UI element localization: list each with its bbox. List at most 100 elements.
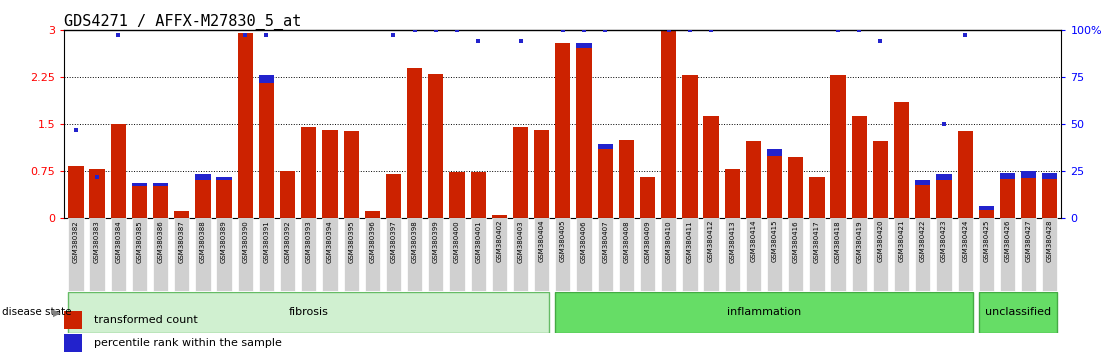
Text: GSM380417: GSM380417 [814, 220, 820, 263]
FancyBboxPatch shape [576, 218, 592, 291]
Bar [597, 144, 613, 218]
Text: GSM380425: GSM380425 [983, 220, 989, 262]
FancyBboxPatch shape [513, 218, 529, 291]
Bar [428, 74, 443, 218]
Text: GDS4271 / AFFX-M27830_5_at: GDS4271 / AFFX-M27830_5_at [64, 14, 301, 30]
Text: GSM380406: GSM380406 [581, 220, 587, 263]
Text: transformed count: transformed count [94, 315, 198, 325]
Bar [301, 127, 317, 218]
Text: GSM380412: GSM380412 [708, 220, 714, 262]
Text: GSM380416: GSM380416 [792, 220, 799, 263]
Bar [365, 211, 380, 218]
Text: GSM380424: GSM380424 [962, 220, 968, 262]
Text: ▶: ▶ [53, 307, 61, 318]
FancyBboxPatch shape [978, 292, 1057, 333]
Bar [999, 173, 1015, 179]
Bar [852, 116, 866, 218]
FancyBboxPatch shape [999, 218, 1015, 291]
Bar [216, 177, 232, 180]
Bar [322, 130, 338, 218]
Text: GSM380407: GSM380407 [603, 220, 608, 263]
Bar [174, 211, 189, 218]
Text: GSM380420: GSM380420 [878, 220, 883, 262]
Bar [999, 173, 1015, 218]
Text: GSM380389: GSM380389 [222, 220, 227, 263]
FancyBboxPatch shape [831, 218, 845, 291]
FancyBboxPatch shape [936, 218, 952, 291]
Bar [576, 42, 592, 47]
FancyBboxPatch shape [1022, 218, 1036, 291]
Bar [618, 139, 634, 218]
Text: GSM380391: GSM380391 [264, 220, 269, 263]
Bar [280, 171, 295, 218]
FancyBboxPatch shape [216, 218, 232, 291]
Bar [957, 131, 973, 218]
Text: GSM380410: GSM380410 [666, 220, 671, 263]
FancyBboxPatch shape [280, 218, 295, 291]
FancyBboxPatch shape [90, 218, 104, 291]
Bar [111, 124, 126, 218]
Bar [153, 183, 168, 218]
FancyBboxPatch shape [111, 218, 126, 291]
Text: GSM380383: GSM380383 [94, 220, 100, 263]
FancyBboxPatch shape [195, 218, 211, 291]
FancyBboxPatch shape [153, 218, 168, 291]
Bar [1022, 171, 1036, 178]
FancyBboxPatch shape [915, 218, 931, 291]
FancyBboxPatch shape [1043, 218, 1057, 291]
FancyBboxPatch shape [407, 218, 422, 291]
Text: GSM380385: GSM380385 [136, 220, 143, 263]
FancyBboxPatch shape [597, 218, 613, 291]
Bar [936, 174, 952, 218]
Text: fibrosis: fibrosis [289, 307, 329, 318]
Bar [767, 149, 782, 218]
Text: GSM380411: GSM380411 [687, 220, 692, 263]
Bar [683, 75, 698, 218]
Bar [661, 29, 676, 218]
Text: GSM380405: GSM380405 [560, 220, 566, 262]
Bar [978, 206, 994, 218]
Text: GSM380409: GSM380409 [645, 220, 650, 263]
Bar [69, 166, 83, 218]
Text: disease state: disease state [2, 307, 72, 318]
FancyBboxPatch shape [471, 218, 485, 291]
FancyBboxPatch shape [894, 218, 910, 291]
Bar [237, 33, 253, 218]
Text: GSM380398: GSM380398 [412, 220, 418, 263]
FancyBboxPatch shape [661, 218, 676, 291]
Bar [640, 177, 655, 218]
Bar [386, 174, 401, 218]
Text: GSM380426: GSM380426 [1005, 220, 1010, 262]
FancyBboxPatch shape [788, 218, 803, 291]
FancyBboxPatch shape [69, 292, 550, 333]
Bar [1022, 171, 1036, 218]
Bar [1043, 173, 1057, 179]
Bar [450, 172, 464, 218]
FancyBboxPatch shape [704, 218, 719, 291]
Text: inflammation: inflammation [727, 307, 801, 318]
FancyBboxPatch shape [174, 218, 189, 291]
FancyBboxPatch shape [301, 218, 317, 291]
Text: GSM380402: GSM380402 [496, 220, 502, 262]
FancyBboxPatch shape [259, 218, 274, 291]
Bar [894, 102, 910, 218]
FancyBboxPatch shape [852, 218, 866, 291]
Text: GSM380390: GSM380390 [243, 220, 248, 263]
FancyBboxPatch shape [809, 218, 824, 291]
Bar [64, 311, 82, 329]
FancyBboxPatch shape [746, 218, 761, 291]
FancyBboxPatch shape [450, 218, 464, 291]
Bar [788, 157, 803, 218]
Bar [343, 131, 359, 218]
Text: GSM380384: GSM380384 [115, 220, 121, 263]
Text: GSM380427: GSM380427 [1026, 220, 1032, 262]
Bar [132, 183, 147, 218]
Text: GSM380382: GSM380382 [73, 220, 79, 263]
FancyBboxPatch shape [957, 218, 973, 291]
FancyBboxPatch shape [69, 218, 83, 291]
Bar [936, 174, 952, 180]
Bar [915, 180, 931, 218]
Bar [195, 174, 211, 180]
Bar [831, 75, 845, 218]
Text: unclassified: unclassified [985, 307, 1051, 318]
